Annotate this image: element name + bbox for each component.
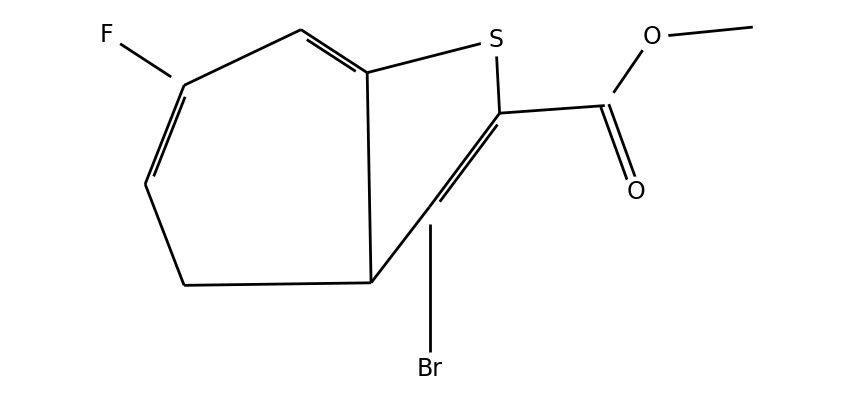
Text: S: S (488, 28, 503, 52)
Text: Br: Br (417, 357, 442, 381)
Text: F: F (100, 23, 113, 47)
Text: O: O (643, 25, 661, 49)
Text: O: O (626, 180, 645, 204)
